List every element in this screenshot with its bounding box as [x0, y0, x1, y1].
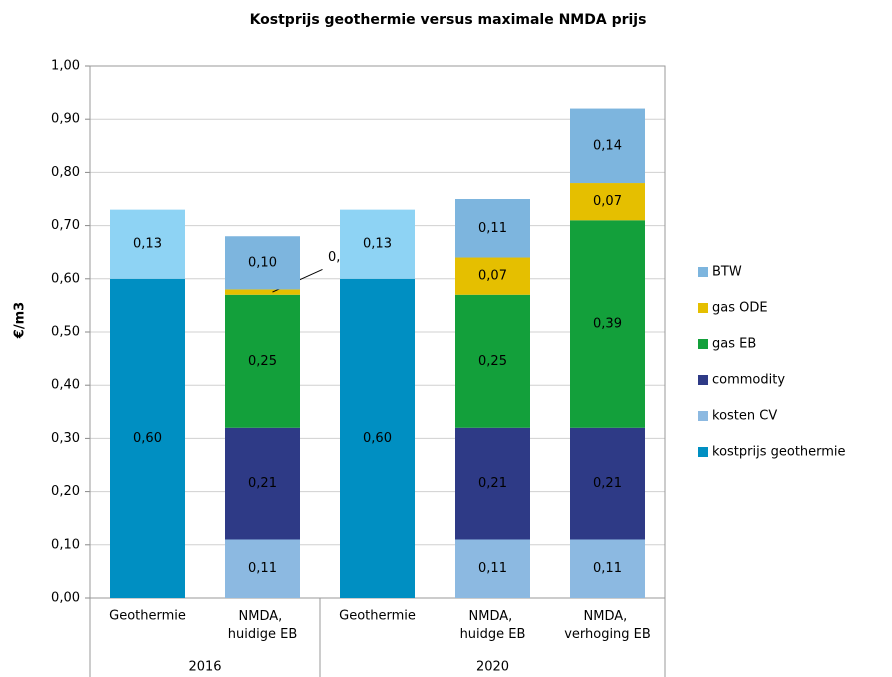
y-tick-label: 0,70	[51, 218, 80, 233]
legend-label: commodity	[712, 373, 785, 388]
y-tick-label: 0,60	[51, 271, 80, 286]
data-label: 0,11	[593, 561, 622, 576]
group-label: 2016	[188, 660, 221, 675]
legend-swatch	[698, 447, 708, 457]
y-tick-label: 0,10	[51, 537, 80, 552]
y-tick-label: 1,00	[51, 59, 80, 74]
legend-label: kosten CV	[712, 409, 777, 424]
legend-swatch	[698, 339, 708, 349]
bar-segment	[340, 209, 415, 279]
legend-label: kostprijs geothermie	[712, 445, 846, 460]
data-label: 0,11	[478, 221, 507, 236]
y-tick-label: 0,40	[51, 378, 80, 393]
data-label: 0,11	[478, 561, 507, 576]
chart-title: Kostprijs geothermie versus maximale NMD…	[250, 12, 647, 28]
y-tick-label: 0,90	[51, 112, 80, 127]
legend-swatch	[698, 267, 708, 277]
data-label: 0,25	[478, 354, 507, 369]
bar-segment	[455, 427, 530, 540]
data-label: 0,13	[363, 237, 392, 252]
bar-segment	[570, 539, 645, 598]
bar-segment	[570, 108, 645, 184]
data-label: 0,25	[248, 354, 277, 369]
data-label: 0,11	[248, 561, 277, 576]
y-axis-label: €/m3	[13, 302, 28, 339]
bar-segment	[225, 294, 300, 428]
bar-segment	[455, 199, 530, 258]
data-label: 0,39	[593, 317, 622, 332]
legend-swatch	[698, 303, 708, 313]
y-tick-label: 0,50	[51, 325, 80, 340]
y-tick-label: 0,30	[51, 431, 80, 446]
legend-label: gas EB	[712, 337, 756, 352]
legend-swatch	[698, 375, 708, 385]
legend-swatch	[698, 411, 708, 421]
data-label: 0,21	[593, 476, 622, 491]
bar-segment	[110, 209, 185, 279]
data-label: 0,07	[593, 194, 622, 209]
bar-segment	[110, 278, 185, 598]
legend-label: gas ODE	[712, 301, 768, 316]
legend-label: BTW	[712, 265, 742, 280]
data-label: 0,21	[478, 476, 507, 491]
data-label: 0,60	[363, 431, 392, 446]
bar-segment	[455, 257, 530, 295]
bar-segment	[570, 183, 645, 221]
data-label: 0,14	[593, 138, 622, 153]
bar-segment	[455, 539, 530, 598]
bar-segment	[225, 539, 300, 598]
bar-segment	[340, 278, 415, 598]
data-label: 0,07	[478, 269, 507, 284]
bar-segment	[570, 427, 645, 540]
x-tick-label: NMDA, verhoging EB	[564, 609, 651, 642]
group-label: 2020	[476, 660, 509, 675]
data-label: 0,13	[133, 237, 162, 252]
bar-segment	[225, 236, 300, 290]
x-tick-label: NMDA, huidige EB	[228, 609, 297, 642]
bar-segment	[225, 427, 300, 540]
y-tick-label: 0,20	[51, 484, 80, 499]
x-tick-label: Geothermie	[109, 609, 186, 624]
data-label: 0,21	[248, 476, 277, 491]
y-tick-label: 0,80	[51, 165, 80, 180]
bar-segment	[225, 289, 300, 295]
x-tick-label: NMDA, huidge EB	[460, 609, 526, 642]
x-tick-label: Geothermie	[339, 609, 416, 624]
data-label: 0,10	[248, 255, 277, 270]
data-label: 0,60	[133, 431, 162, 446]
bar-segment	[455, 294, 530, 428]
bar-segment	[570, 220, 645, 428]
y-tick-label: 0,00	[51, 591, 80, 606]
